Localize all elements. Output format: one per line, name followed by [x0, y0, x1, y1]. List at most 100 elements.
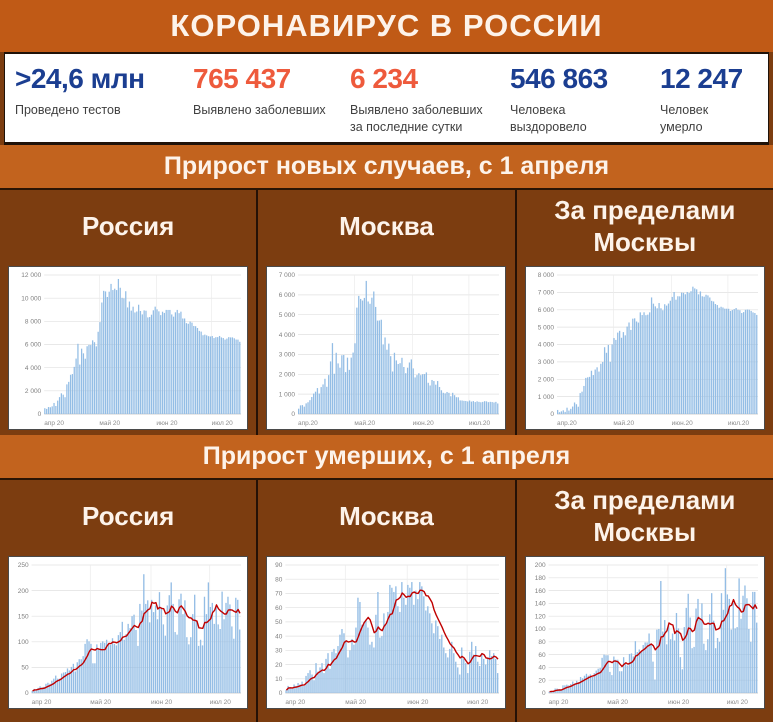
svg-text:0: 0 — [279, 690, 283, 697]
chart-cell: 0 1 000 2 000 3 000 4 000 5 000 6 000 7 000 8 00… — [517, 262, 773, 435]
svg-text:июн 20: июн 20 — [157, 420, 179, 427]
svg-text:100: 100 — [535, 626, 546, 633]
svg-text:июл 20: июл 20 — [210, 699, 232, 706]
chart-russia-new-cases: 0 2 000 4 000 6 000 8 000 10 000 12 000 апр 20 м… — [21, 272, 242, 427]
stat-tests-label: Проведено тестов — [15, 102, 121, 117]
svg-text:10 000: 10 000 — [21, 295, 41, 302]
deaths-column-titles: Россия Москва За пределами Москвы — [0, 480, 773, 552]
chart-cell: 0 1 000 2 000 3 000 4 000 5 000 6 000 7 000 апр.… — [258, 262, 517, 435]
svg-text:0: 0 — [25, 690, 29, 697]
svg-text:20: 20 — [538, 677, 546, 684]
svg-text:10: 10 — [276, 676, 284, 683]
svg-text:апр.20: апр.20 — [557, 420, 577, 427]
svg-text:апр 20: апр 20 — [286, 699, 306, 706]
svg-text:20: 20 — [276, 662, 284, 669]
section-new-cases-band: Прирост новых случаев, с 1 апреля — [0, 145, 773, 190]
page-header: КОРОНАВИРУС В РОССИИ — [0, 0, 773, 52]
svg-text:апр.20: апр.20 — [298, 420, 318, 427]
svg-text:май 20: май 20 — [607, 698, 628, 706]
stat-recovered-label: Человека выздоровело — [510, 102, 587, 134]
svg-text:июн 20: июн 20 — [408, 699, 430, 706]
svg-text:июн.20: июн.20 — [671, 420, 693, 427]
stat-deaths-label: Человек умерло — [660, 102, 709, 134]
svg-text:7 000: 7 000 — [279, 272, 296, 279]
chart-panel: 0 10 20 30 40 50 60 70 80 90 апр 20 май 20 июн 20 июл… — [266, 556, 507, 709]
chart-panel: 0 2 000 4 000 6 000 8 000 10 000 12 000 апр 20 м… — [8, 266, 249, 430]
svg-text:40: 40 — [538, 665, 546, 672]
svg-text:200: 200 — [535, 562, 546, 569]
svg-text:50: 50 — [22, 665, 30, 672]
svg-text:7 000: 7 000 — [538, 290, 555, 297]
svg-text:6 000: 6 000 — [25, 342, 42, 349]
svg-text:июн 20: июн 20 — [151, 699, 173, 706]
svg-text:30: 30 — [276, 648, 284, 655]
svg-text:250: 250 — [18, 562, 29, 569]
svg-text:70: 70 — [276, 591, 284, 598]
chart-russia-deaths: 0 50 100 150 200 250 апр 20 май 20 июн 20 июл 20 — [18, 562, 242, 706]
svg-text:8 000: 8 000 — [538, 272, 555, 279]
svg-text:май 20: май 20 — [346, 698, 367, 706]
chart-cell: 0 20 40 60 80 100 120 140 160 180 200 апр 20 май 20 и… — [517, 552, 773, 722]
svg-text:апр 20: апр 20 — [548, 699, 568, 706]
svg-text:5 000: 5 000 — [538, 324, 555, 331]
svg-text:0: 0 — [38, 411, 42, 418]
svg-text:0: 0 — [292, 411, 296, 418]
svg-text:80: 80 — [276, 576, 284, 583]
svg-text:2 000: 2 000 — [25, 388, 42, 395]
chart-panel: 0 20 40 60 80 100 120 140 160 180 200 апр 20 май 20 и… — [524, 556, 765, 709]
svg-text:0: 0 — [542, 690, 546, 697]
svg-text:180: 180 — [535, 575, 546, 582]
svg-text:июл 20: июл 20 — [468, 699, 490, 706]
stat-daily-cases: 6 234 Выявлено заболевших за последние с… — [350, 63, 510, 142]
svg-text:200: 200 — [18, 588, 29, 595]
svg-text:6 000: 6 000 — [538, 307, 555, 314]
svg-text:май 20: май 20 — [100, 419, 121, 427]
chart-cell: 0 2 000 4 000 6 000 8 000 10 000 12 000 апр 20 м… — [0, 262, 259, 435]
deaths-charts-row: 0 50 100 150 200 250 апр 20 май 20 июн 20 июл 20 … — [0, 552, 773, 722]
svg-text:5 000: 5 000 — [279, 312, 296, 319]
page-title: КОРОНАВИРУС В РОССИИ — [170, 8, 603, 43]
stat-total-cases-value: 765 437 — [193, 63, 291, 94]
svg-text:2 000: 2 000 — [538, 377, 555, 384]
deaths-col-moscow: Москва — [258, 480, 517, 552]
svg-text:апр 20: апр 20 — [32, 699, 52, 706]
svg-text:4 000: 4 000 — [538, 342, 555, 349]
svg-text:100: 100 — [18, 639, 29, 646]
svg-text:2 000: 2 000 — [279, 372, 296, 379]
svg-text:60: 60 — [538, 652, 546, 659]
svg-text:июл.20: июл.20 — [728, 420, 750, 427]
svg-text:июн.20: июн.20 — [413, 420, 435, 427]
svg-text:июл 20: июл 20 — [727, 699, 749, 706]
svg-text:1 000: 1 000 — [538, 394, 555, 401]
section-deaths-band: Прирост умерших, с 1 апреля — [0, 435, 773, 480]
svg-text:6 000: 6 000 — [279, 292, 296, 299]
new-cases-col-outside-moscow: За пределами Москвы — [554, 194, 736, 258]
svg-text:июл 20: июл 20 — [212, 420, 234, 427]
svg-text:0: 0 — [550, 411, 554, 418]
chart-moscow-new-cases: 0 1 000 2 000 3 000 4 000 5 000 6 000 7 000 апр.… — [279, 272, 500, 427]
svg-text:4 000: 4 000 — [25, 365, 42, 372]
svg-text:июл.20: июл.20 — [469, 420, 491, 427]
svg-text:3 000: 3 000 — [279, 352, 296, 359]
stat-deaths-value: 12 247 — [660, 63, 743, 94]
svg-text:4 000: 4 000 — [279, 332, 296, 339]
new-cases-column-titles: Россия Москва За пределами Москвы — [0, 190, 773, 262]
svg-text:160: 160 — [535, 588, 546, 595]
deaths-col-outside-moscow: За пределами Москвы — [554, 484, 736, 548]
chart-outside-moscow-new-cases: 0 1 000 2 000 3 000 4 000 5 000 6 000 7 000 8 00… — [538, 272, 758, 427]
chart-panel: 0 1 000 2 000 3 000 4 000 5 000 6 000 7 000 8 00… — [524, 266, 765, 430]
svg-text:май 20: май 20 — [90, 698, 111, 706]
svg-text:12 000: 12 000 — [21, 272, 41, 279]
svg-text:140: 140 — [535, 601, 546, 608]
svg-text:90: 90 — [276, 562, 284, 569]
svg-text:июн 20: июн 20 — [668, 699, 690, 706]
stat-total-cases-label: Выявлено заболевших — [193, 102, 326, 117]
chart-outside-moscow-deaths: 0 20 40 60 80 100 120 140 160 180 200 апр 20 май 20 и… — [535, 562, 758, 706]
svg-text:май.20: май.20 — [355, 419, 376, 427]
section-new-cases-title: Прирост новых случаев, с 1 апреля — [163, 152, 610, 180]
svg-text:1 000: 1 000 — [279, 391, 296, 398]
new-cases-charts-row: 0 2 000 4 000 6 000 8 000 10 000 12 000 апр 20 м… — [0, 262, 773, 435]
deaths-col-russia: Россия — [0, 480, 259, 552]
chart-cell: 0 50 100 150 200 250 апр 20 май 20 июн 20 июл 20 — [0, 552, 259, 722]
